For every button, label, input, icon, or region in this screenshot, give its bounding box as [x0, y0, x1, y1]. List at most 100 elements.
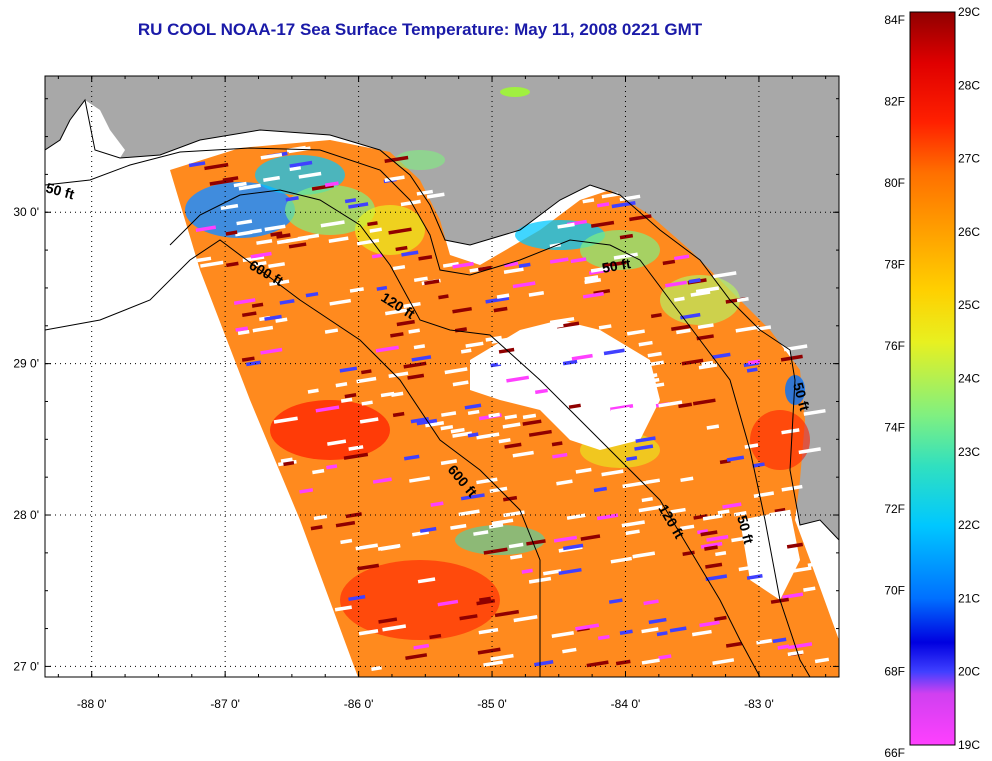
scan-streak — [487, 381, 499, 387]
scan-streak — [693, 514, 708, 520]
colorbar-label-c: 23C — [958, 445, 980, 459]
contour-label-50ft-south: 50 ft — [734, 514, 757, 546]
scan-streak — [188, 161, 206, 168]
scan-streak — [518, 262, 531, 268]
scan-streak — [343, 452, 369, 460]
scan-streak — [625, 529, 640, 536]
scan-streak — [610, 406, 630, 414]
scan-streak — [522, 419, 542, 426]
scan-streak — [494, 609, 520, 618]
scan-streak — [575, 623, 600, 631]
scan-streak — [245, 360, 261, 367]
scan-streak — [491, 337, 511, 344]
scan-streak — [376, 285, 388, 291]
scan-streak — [699, 620, 720, 628]
colorbar-label-c: 21C — [958, 591, 980, 605]
scan-streak — [648, 617, 667, 625]
scan-streak — [586, 660, 609, 668]
scan-streak — [491, 518, 514, 526]
scan-streak — [626, 455, 638, 462]
scan-streak — [787, 650, 804, 657]
coastline — [45, 98, 839, 541]
scan-streak — [781, 428, 800, 435]
scan-streak — [673, 254, 690, 261]
scan-streak — [701, 360, 714, 367]
scan-streak — [588, 268, 611, 275]
scan-streak — [702, 514, 723, 521]
scan-streak — [493, 306, 508, 313]
scan-streak — [340, 538, 353, 545]
scan-streak — [698, 363, 718, 370]
scan-streak — [241, 311, 257, 318]
scan-streak — [270, 231, 283, 237]
scan-streak — [254, 260, 267, 267]
scan-streak — [377, 543, 401, 551]
scan-streak — [413, 344, 426, 350]
scan-streak — [483, 547, 508, 555]
colorbar — [909, 11, 956, 746]
scan-streak — [526, 539, 546, 546]
scan-streak — [712, 271, 737, 279]
scan-streak — [236, 219, 253, 226]
scan-streak — [498, 438, 511, 444]
scan-streak — [249, 228, 262, 234]
scan-streak — [233, 298, 256, 305]
scan-streak — [310, 525, 323, 531]
scan-streak — [345, 512, 362, 519]
lon-tick-label: -86 0' — [344, 697, 374, 711]
scan-streak — [803, 408, 826, 416]
scan-streak — [460, 348, 472, 354]
scan-streak — [384, 308, 408, 316]
scan-streak — [542, 569, 562, 576]
scan-streak — [568, 403, 581, 409]
scan-streak — [473, 530, 489, 536]
scan-streaks — [188, 145, 832, 671]
scan-streak — [593, 486, 608, 493]
scan-streak — [275, 317, 288, 323]
scan-streak — [656, 631, 668, 637]
scan-streak — [542, 323, 564, 331]
land-area — [45, 76, 839, 540]
scan-streak — [706, 534, 729, 542]
scan-streak — [220, 203, 239, 211]
scan-streak — [782, 592, 804, 600]
scan-streak — [746, 367, 758, 373]
scan-streak — [638, 505, 663, 513]
scan-streak — [252, 325, 274, 333]
scan-streak — [490, 653, 514, 661]
colorbar-label-c: 24C — [958, 372, 980, 386]
grid-lines — [45, 76, 839, 677]
scan-streak — [619, 194, 641, 202]
scan-streak — [256, 238, 273, 245]
scan-streak — [571, 353, 593, 361]
scan-streak — [735, 325, 760, 333]
scan-streak — [619, 233, 634, 240]
colorbar-label-c: 19C — [958, 738, 980, 752]
scan-streak — [305, 291, 319, 298]
scan-streak — [570, 257, 587, 264]
scan-streak — [803, 586, 816, 592]
scan-streak — [590, 220, 615, 228]
scan-streak — [260, 152, 283, 160]
scan-streak — [430, 501, 444, 507]
lon-tick-label: -83 0' — [744, 697, 774, 711]
scan-streak — [437, 599, 459, 607]
scan-streak — [518, 339, 537, 346]
scan-streak — [464, 403, 482, 410]
lon-tick-label: -88 0' — [77, 697, 107, 711]
lat-tick-label: 27 0' — [13, 659, 39, 673]
scan-streak — [641, 496, 653, 503]
scan-streak — [513, 615, 538, 623]
scan-streak — [237, 329, 250, 336]
scan-streak — [326, 464, 338, 470]
scan-streak — [552, 452, 568, 459]
scan-streak — [629, 214, 652, 222]
scan-streak — [327, 439, 347, 446]
scan-streak — [452, 261, 474, 269]
scan-streak — [566, 513, 586, 520]
scan-streak — [697, 529, 709, 535]
scan-streak — [361, 369, 372, 375]
scan-streak — [680, 312, 701, 320]
scan-streak — [444, 367, 468, 375]
scan-streak — [756, 638, 773, 645]
